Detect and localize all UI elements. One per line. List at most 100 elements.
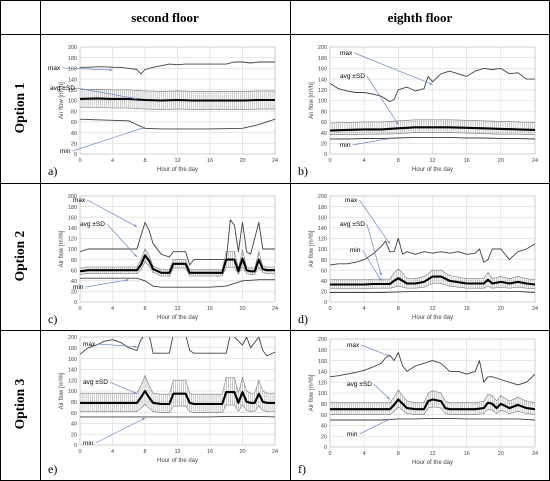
series-line-min — [80, 415, 275, 418]
x-tick-label: 12 — [429, 158, 435, 164]
x-tick-label: 12 — [429, 306, 435, 312]
annotation-arrow — [361, 344, 390, 357]
chart-panel-b: 0 20 40 60 80 100 120 140 160 180 200 0 4 8 12 16 20 24 Ho… — [309, 45, 538, 173]
annotation-arrow — [97, 343, 137, 348]
annotation-arrowhead — [134, 97, 137, 100]
x-axis-label: Hour of the day — [412, 167, 453, 173]
annotation-arrowhead — [395, 121, 399, 125]
series-line-lower — [330, 132, 535, 135]
annotation-label: avg ±SD — [340, 73, 365, 80]
y-tick-label: 80 — [71, 109, 77, 115]
series-line-avg — [330, 275, 535, 286]
series-line-lower — [80, 107, 275, 110]
plot-area — [330, 67, 535, 140]
x-tick-label: 4 — [363, 306, 366, 312]
x-tick-label: 8 — [397, 158, 400, 164]
plot-area — [80, 219, 275, 288]
x-tick-label: 12 — [174, 449, 180, 455]
x-tick-label: 20 — [498, 306, 504, 312]
y-tick-label: 120 — [318, 237, 327, 243]
x-tick-label: 16 — [464, 451, 470, 457]
series-line-max — [330, 352, 535, 386]
annotation-label: avg ±SD — [347, 381, 372, 388]
row-label-option-2: Option 2 — [12, 230, 27, 282]
series-line-max — [80, 219, 275, 266]
y-tick-label: 40 — [71, 422, 77, 428]
y-tick-label: 40 — [321, 131, 327, 137]
y-tick-label: 200 — [318, 337, 327, 343]
y-tick-label: 0 — [324, 445, 327, 451]
x-tick-label: 20 — [239, 449, 245, 455]
x-tick-label: 16 — [464, 306, 470, 312]
series-line-min — [80, 118, 275, 130]
x-tick-label: 4 — [363, 451, 366, 457]
annotation-arrowhead — [133, 391, 137, 394]
annotation-arrowhead — [134, 254, 137, 257]
x-tick-label: 12 — [429, 451, 435, 457]
annotation-arrowhead — [142, 126, 145, 130]
annotation-label: max — [347, 342, 360, 349]
y-tick-label: 180 — [68, 56, 77, 62]
x-tick-label: 0 — [78, 306, 81, 312]
row-label-option-3: Option 3 — [12, 378, 27, 430]
y-axis-label: Air flow [m³/h] — [59, 230, 65, 267]
y-tick-label: 160 — [68, 215, 77, 221]
plot-frame — [329, 338, 536, 448]
series-line-min — [330, 290, 535, 293]
annotation-arrow — [366, 75, 399, 125]
annotation-label: avg ±SD — [340, 221, 365, 228]
annotation-label: min — [340, 142, 351, 149]
y-tick-label: 80 — [321, 402, 327, 408]
x-tick-label: 24 — [272, 158, 278, 164]
plot-frame — [329, 46, 536, 155]
x-axis-label: Hour of the day — [412, 460, 453, 466]
x-axis-label: Hour of the day — [412, 315, 453, 321]
y-tick-label: 40 — [71, 131, 77, 137]
annotation-label: max — [73, 197, 86, 204]
annotation-label: max — [345, 197, 358, 204]
annotation-arrowhead — [387, 240, 390, 244]
annotation-arrowhead — [379, 272, 382, 276]
annotation-label: avg ±SD — [80, 221, 105, 228]
annotation-arrowhead — [386, 418, 390, 422]
annotation-arrow — [72, 126, 146, 152]
x-tick-label: 24 — [532, 158, 538, 164]
y-axis-label: Air flow [m³/h] — [309, 374, 315, 411]
annotation-arrow — [85, 279, 129, 288]
chart-panel-f: 0 20 40 60 80 100 120 140 160 180 200 0 4 8 12 16 20 24 Ho… — [309, 337, 538, 466]
y-tick-label: 160 — [318, 215, 327, 221]
series-line-lower — [80, 404, 275, 413]
y-tick-label: 140 — [68, 226, 77, 232]
annotation-arrow — [366, 223, 382, 276]
x-tick-label: 0 — [328, 451, 331, 457]
annotation-label: min — [347, 431, 358, 438]
series-line-max — [330, 237, 535, 266]
y-tick-label: 20 — [71, 432, 77, 438]
y-tick-label: 180 — [68, 205, 77, 211]
annotation-arrowhead — [386, 396, 390, 400]
y-tick-label: 0 — [74, 152, 77, 158]
annotation-arrowhead — [125, 278, 129, 282]
y-tick-label: 20 — [321, 290, 327, 296]
y-tick-label: 200 — [68, 45, 77, 51]
series-line-upper — [80, 88, 275, 92]
plot-area — [80, 337, 275, 418]
annotation-label: avg ±SD — [83, 379, 108, 386]
panel-label-a: a) — [48, 164, 58, 178]
chart-panel-d: 0 20 40 60 80 100 120 140 160 180 200 0 4 8 12 16 20 24 Ho… — [309, 194, 538, 321]
y-tick-label: 0 — [324, 152, 327, 158]
series-line-avg — [80, 254, 275, 274]
y-tick-label: 20 — [71, 290, 77, 296]
y-tick-label: 180 — [318, 348, 327, 354]
series-line-avg — [80, 389, 275, 406]
y-tick-label: 60 — [321, 120, 327, 126]
chart-panel-c: 0 20 40 60 80 100 120 140 160 180 200 0 4 8 12 16 20 24 Ho… — [59, 194, 278, 321]
annotation-label: avg ±SD — [50, 85, 75, 92]
x-tick-label: 20 — [239, 158, 245, 164]
x-tick-label: 8 — [397, 306, 400, 312]
y-tick-label: 200 — [68, 194, 77, 200]
annotation-arrowhead — [109, 68, 113, 72]
annotation-arrow — [373, 383, 391, 400]
x-tick-label: 16 — [464, 158, 470, 164]
y-tick-label: 100 — [318, 99, 327, 105]
